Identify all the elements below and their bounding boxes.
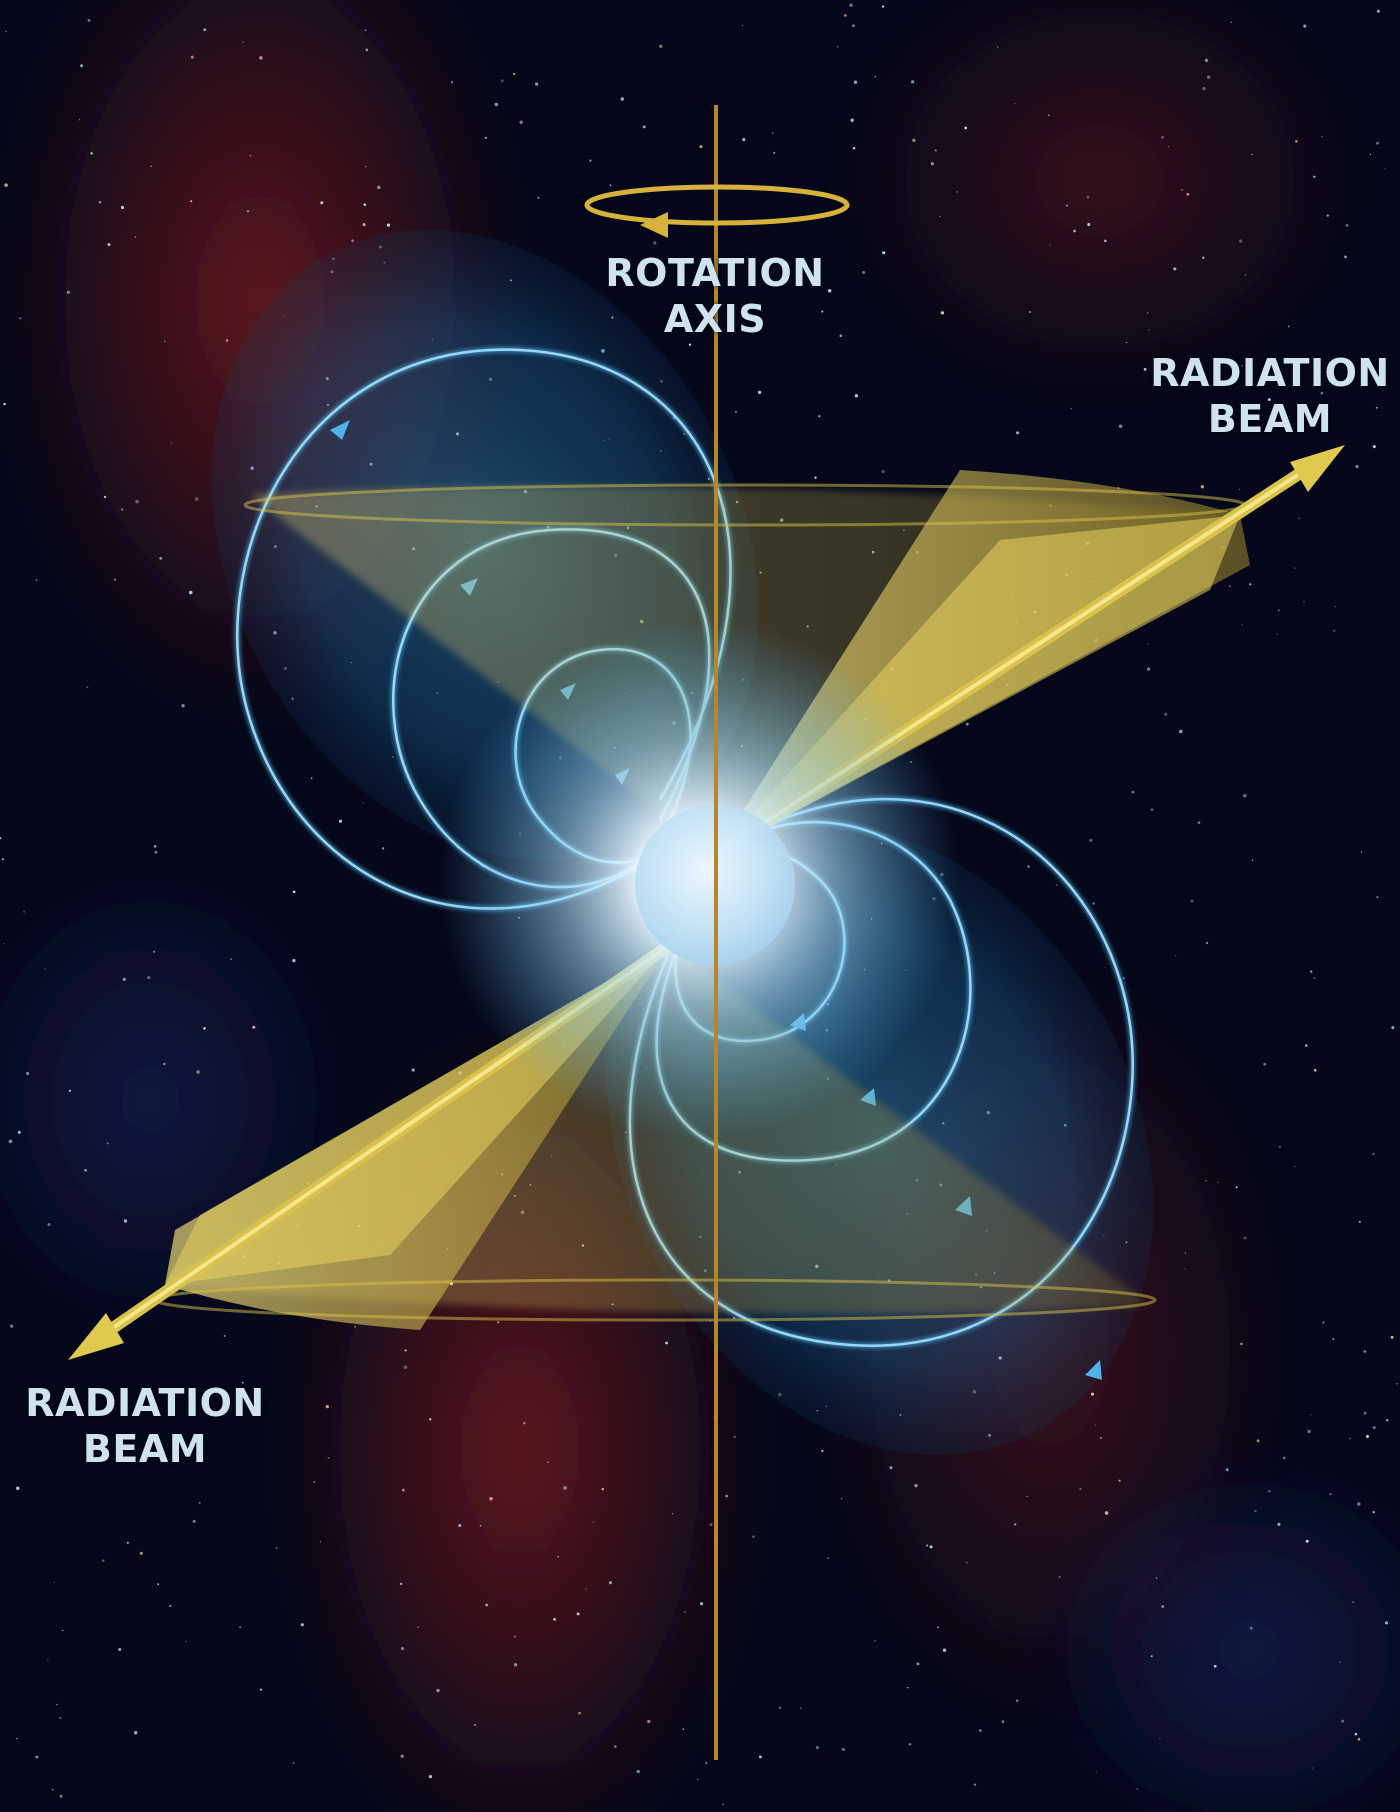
radiation-beam-label-bottom-line2: BEAM bbox=[82, 1427, 208, 1471]
radiation-beam-label-top-line1: RADIATION bbox=[1150, 351, 1390, 395]
rotation-axis-label-line1: ROTATION bbox=[605, 251, 825, 295]
radiation-beam-label-bottom: RADIATION BEAM bbox=[20, 1380, 270, 1472]
rotation-axis-label: ROTATION AXIS bbox=[595, 250, 835, 342]
rotation-axis-label-line2: AXIS bbox=[663, 297, 767, 341]
radiation-beam-label-bottom-line1: RADIATION bbox=[25, 1381, 265, 1425]
radiation-beam-label-top-line2: BEAM bbox=[1207, 397, 1333, 441]
neutron-star bbox=[440, 620, 960, 1140]
rotation-arrow-icon bbox=[584, 184, 850, 238]
radiation-beam-label-top: RADIATION BEAM bbox=[1150, 350, 1390, 442]
